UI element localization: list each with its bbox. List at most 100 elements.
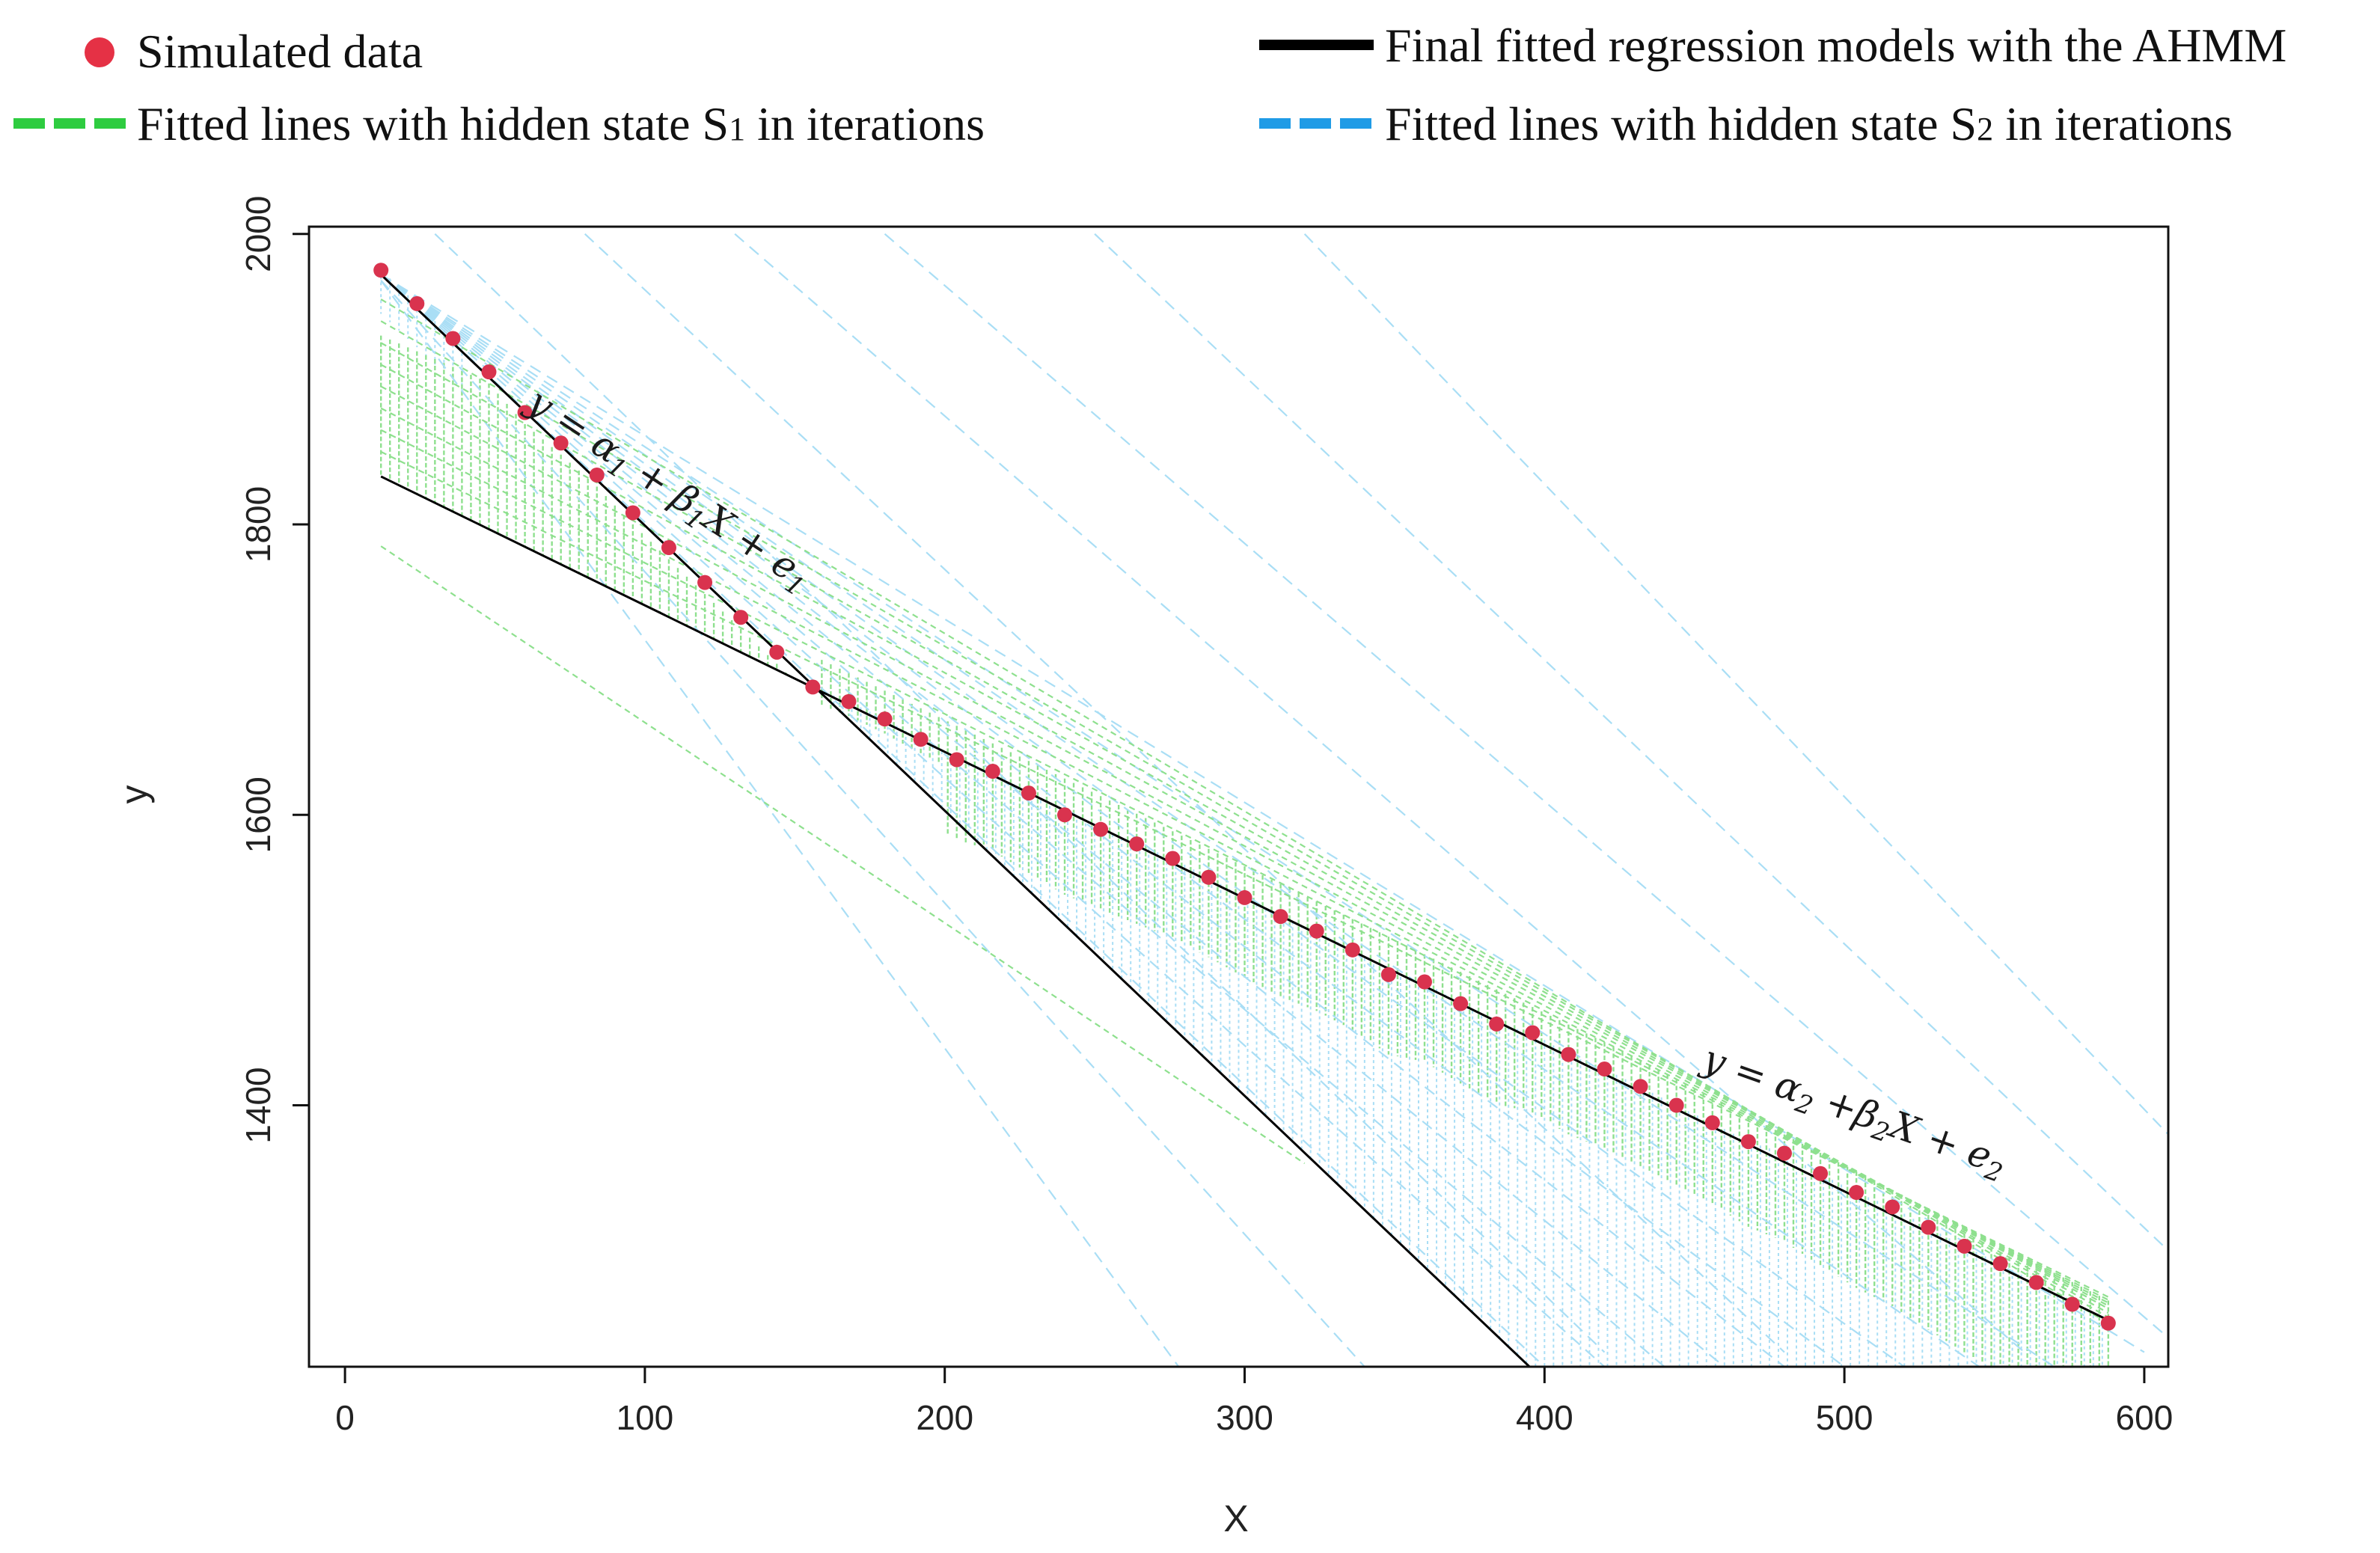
data-point (841, 693, 857, 709)
data-point (1885, 1199, 1900, 1215)
s2-iteration-line (380, 274, 1905, 1367)
s1-iteration-line (380, 342, 2109, 1314)
data-point (1776, 1145, 1792, 1161)
legend-final-label: Final fitted regression models with the … (1385, 19, 2286, 72)
data-point (1201, 869, 1217, 885)
data-point (1237, 889, 1252, 905)
data-point (517, 405, 533, 420)
data-point (1813, 1165, 1829, 1181)
data-point (1380, 967, 1396, 982)
data-point (913, 732, 929, 747)
s2-iteration-line (380, 274, 2055, 1367)
data-point (1165, 851, 1181, 866)
data-point (1633, 1079, 1648, 1094)
data-point (733, 610, 749, 625)
y-tick-label: 1800 (239, 486, 278, 563)
data-point (661, 540, 676, 556)
s1-iteration-line (380, 429, 2109, 1301)
data-point (1021, 785, 1036, 801)
s2-iteration-line (380, 280, 1180, 1367)
data-point (949, 752, 964, 768)
x-axis: 0 100 200 300 400 500 600 (335, 1367, 2173, 1437)
legend-s1-label: Fitted lines with hidden state S1 in ite… (137, 97, 985, 150)
data-point (625, 505, 640, 521)
data-point (409, 295, 425, 311)
data-point (1957, 1238, 1972, 1254)
data-point (1849, 1185, 1864, 1201)
x-tick-label: 0 (335, 1398, 355, 1437)
data-point (1309, 923, 1324, 939)
data-point (1704, 1115, 1720, 1130)
s1-iteration-line (380, 364, 2109, 1310)
data-point (1561, 1047, 1576, 1062)
data-point (1345, 942, 1360, 958)
s1-iteration-lines (380, 298, 2109, 1324)
data-point (1740, 1134, 1756, 1150)
data-point (877, 711, 893, 727)
y-tick-label: 2000 (239, 196, 278, 272)
data-point (769, 644, 785, 660)
y-tick-label: 1600 (239, 776, 278, 853)
s2-iteration-line (734, 233, 2025, 1353)
s2-iteration-line (380, 274, 1725, 1367)
data-point (1489, 1016, 1505, 1032)
data-point (589, 467, 605, 483)
data-point (805, 679, 821, 695)
data-point (1057, 807, 1073, 823)
s2-iteration-line (584, 233, 1785, 1353)
y-tick-label: 1400 (239, 1067, 278, 1143)
data-point (1093, 821, 1109, 837)
data-point (373, 263, 389, 278)
s2-iteration-line (380, 274, 1546, 1367)
data-point (2064, 1296, 2080, 1312)
s2-iteration-line (380, 274, 2145, 1353)
data-point (1129, 836, 1145, 852)
x-tick-label: 400 (1516, 1398, 1573, 1437)
data-point (2028, 1275, 2044, 1290)
data-point (985, 764, 1000, 779)
data-point (1597, 1062, 1612, 1077)
s2-fill-band (380, 270, 2103, 1367)
legend: Simulated data Final fitted regression m… (13, 19, 2286, 150)
x-tick-label: 500 (1816, 1398, 1873, 1437)
plot-area (373, 233, 2168, 1367)
s2-iteration-line (380, 280, 1365, 1367)
plot-frame (308, 225, 2170, 1368)
y-axis-label: y (113, 785, 155, 804)
data-point (1453, 996, 1469, 1011)
s2-iteration-line (884, 233, 2168, 1339)
s2-iteration-line (434, 233, 1606, 1353)
legend-s2-label: Fitted lines with hidden state S2 in ite… (1385, 97, 2233, 150)
legend-points-marker (85, 37, 114, 67)
simulated-points (373, 263, 2116, 1331)
data-point (445, 331, 461, 346)
data-point (1921, 1219, 1936, 1235)
final-fit-line-1 (380, 273, 1531, 1367)
s2-iteration-line (1094, 233, 2168, 1252)
x-tick-label: 300 (1216, 1398, 1273, 1437)
x-tick-label: 100 (617, 1398, 674, 1437)
legend-points-label: Simulated data (137, 25, 423, 78)
x-tick-label: 200 (916, 1398, 973, 1437)
s2-iteration-line (380, 274, 1845, 1367)
s1-iteration-line (380, 320, 2109, 1318)
data-point (481, 364, 497, 380)
data-point (2100, 1315, 2116, 1331)
data-point (1525, 1025, 1541, 1041)
data-point (553, 435, 569, 451)
data-point (697, 575, 713, 590)
x-tick-label: 600 (2116, 1398, 2173, 1437)
data-point (1417, 974, 1432, 990)
s2-iteration-line (380, 274, 1665, 1367)
final-models (380, 273, 2109, 1367)
data-point (1668, 1097, 1684, 1113)
s1-iteration-line (380, 385, 2109, 1307)
s2-iteration-line (1303, 233, 2168, 1136)
data-point (1992, 1256, 2008, 1272)
s1-iteration-line (380, 545, 1306, 1165)
x-axis-label: X (1223, 1498, 1248, 1540)
y-axis: 1400 1600 1800 2000 (239, 196, 309, 1144)
data-point (1273, 909, 1288, 925)
s2-iteration-line (380, 274, 1785, 1367)
